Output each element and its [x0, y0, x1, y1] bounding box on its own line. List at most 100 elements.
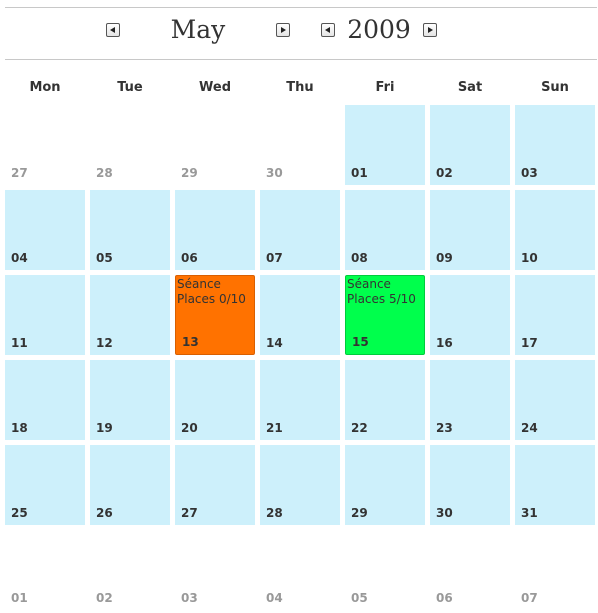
day-number: 03	[181, 591, 198, 605]
event-title: Séance	[177, 277, 221, 291]
header-divider	[5, 59, 597, 60]
calendar-day-cell[interactable]: 07	[260, 190, 340, 270]
calendar-day-cell-outside-month: 02	[90, 530, 170, 610]
calendar-day-cell-outside-month: 30	[260, 105, 340, 185]
calendar-day-cell[interactable]: 06	[175, 190, 255, 270]
day-number: 30	[266, 166, 283, 180]
arrow-left-icon	[110, 27, 115, 33]
day-number: 06	[436, 591, 453, 605]
day-number: 04	[266, 591, 283, 605]
calendar-day-cell-outside-month: 07	[515, 530, 595, 610]
day-number: 06	[181, 251, 198, 265]
top-divider	[5, 7, 597, 8]
event-entry[interactable]: Séance Places 0/10	[177, 277, 246, 307]
day-number: 19	[96, 421, 113, 435]
calendar-day-cell[interactable]: 20	[175, 360, 255, 440]
day-number: 07	[266, 251, 283, 265]
arrow-left-icon	[325, 27, 330, 33]
event-places: Places 0/10	[177, 292, 246, 306]
day-number: 15	[352, 335, 369, 349]
weekday-header-thu: Thu	[286, 80, 314, 95]
calendar-day-cell[interactable]: 17	[515, 275, 595, 355]
weekday-header-fri: Fri	[375, 80, 395, 95]
day-number: 24	[521, 421, 538, 435]
calendar-day-cell[interactable]: 16	[430, 275, 510, 355]
day-number: 27	[11, 166, 28, 180]
day-number: 04	[11, 251, 28, 265]
day-number: 23	[436, 421, 453, 435]
day-number: 29	[181, 166, 198, 180]
day-number: 27	[181, 506, 198, 520]
calendar-day-cell-outside-month: 27	[5, 105, 85, 185]
day-number: 11	[11, 336, 28, 350]
calendar-day-cell[interactable]: 21	[260, 360, 340, 440]
day-number: 28	[96, 166, 113, 180]
calendar-day-cell-outside-month: 06	[430, 530, 510, 610]
weekday-header-mon: Mon	[29, 80, 61, 95]
calendar-day-cell[interactable]: 27	[175, 445, 255, 525]
month-label: May	[170, 15, 226, 44]
calendar-day-cell[interactable]: 31	[515, 445, 595, 525]
calendar-day-cell[interactable]: 28	[260, 445, 340, 525]
calendar-day-cell-outside-month: 05	[345, 530, 425, 610]
day-number: 31	[521, 506, 538, 520]
calendar-day-cell[interactable]: 26	[90, 445, 170, 525]
calendar-day-cell[interactable]: 12	[90, 275, 170, 355]
calendar-day-cell[interactable]: 14	[260, 275, 340, 355]
day-number: 01	[351, 166, 368, 180]
weekday-header-wed: Wed	[199, 80, 231, 95]
calendar-day-cell[interactable]: 18	[5, 360, 85, 440]
day-number: 07	[521, 591, 538, 605]
calendar-day-cell[interactable]: 22	[345, 360, 425, 440]
arrow-right-icon	[428, 27, 433, 33]
day-number: 02	[436, 166, 453, 180]
day-number: 16	[436, 336, 453, 350]
calendar-day-cell[interactable]: 09	[430, 190, 510, 270]
day-number: 28	[266, 506, 283, 520]
day-number: 03	[521, 166, 538, 180]
weekday-header-tue: Tue	[117, 80, 143, 95]
calendar-day-cell[interactable]: 24	[515, 360, 595, 440]
calendar-day-cell[interactable]: 25	[5, 445, 85, 525]
calendar-day-cell[interactable]: 02	[430, 105, 510, 185]
day-number: 14	[266, 336, 283, 350]
calendar-day-cell[interactable]: 19	[90, 360, 170, 440]
calendar-day-cell[interactable]: 04	[5, 190, 85, 270]
calendar-day-cell[interactable]: 05	[90, 190, 170, 270]
weekday-header-sun: Sun	[541, 80, 569, 95]
day-number: 30	[436, 506, 453, 520]
day-number: 20	[181, 421, 198, 435]
day-number: 22	[351, 421, 368, 435]
event-entry[interactable]: Séance Places 5/10	[347, 277, 416, 307]
calendar-day-cell[interactable]: 10	[515, 190, 595, 270]
day-number: 05	[96, 251, 113, 265]
next-month-button[interactable]	[276, 23, 290, 37]
day-number: 17	[521, 336, 538, 350]
calendar-day-cell[interactable]: 03	[515, 105, 595, 185]
day-number: 12	[96, 336, 113, 350]
day-number: 29	[351, 506, 368, 520]
calendar-day-cell[interactable]: 30	[430, 445, 510, 525]
event-places: Places 5/10	[347, 292, 416, 306]
calendar-day-cell[interactable]: 23	[430, 360, 510, 440]
calendar-day-cell-outside-month: 28	[90, 105, 170, 185]
calendar-day-cell-outside-month: 03	[175, 530, 255, 610]
day-number: 18	[11, 421, 28, 435]
next-year-button[interactable]	[423, 23, 437, 37]
day-number: 21	[266, 421, 283, 435]
day-number: 01	[11, 591, 28, 605]
prev-month-button[interactable]	[106, 23, 120, 37]
calendar-day-cell[interactable]: 29	[345, 445, 425, 525]
calendar-day-cell-outside-month: 01	[5, 530, 85, 610]
day-number: 05	[351, 591, 368, 605]
day-number: 02	[96, 591, 113, 605]
calendar-day-cell[interactable]: 08	[345, 190, 425, 270]
weekday-header-sat: Sat	[457, 80, 483, 95]
calendar-day-cell-with-event[interactable]: Séance Places 0/10 13	[175, 275, 255, 355]
calendar-day-cell[interactable]: 01	[345, 105, 425, 185]
calendar-day-cell-with-event[interactable]: Séance Places 5/10 15	[345, 275, 425, 355]
day-number: 08	[351, 251, 368, 265]
calendar-day-cell[interactable]: 11	[5, 275, 85, 355]
calendar-day-cell-outside-month: 29	[175, 105, 255, 185]
prev-year-button[interactable]	[321, 23, 335, 37]
